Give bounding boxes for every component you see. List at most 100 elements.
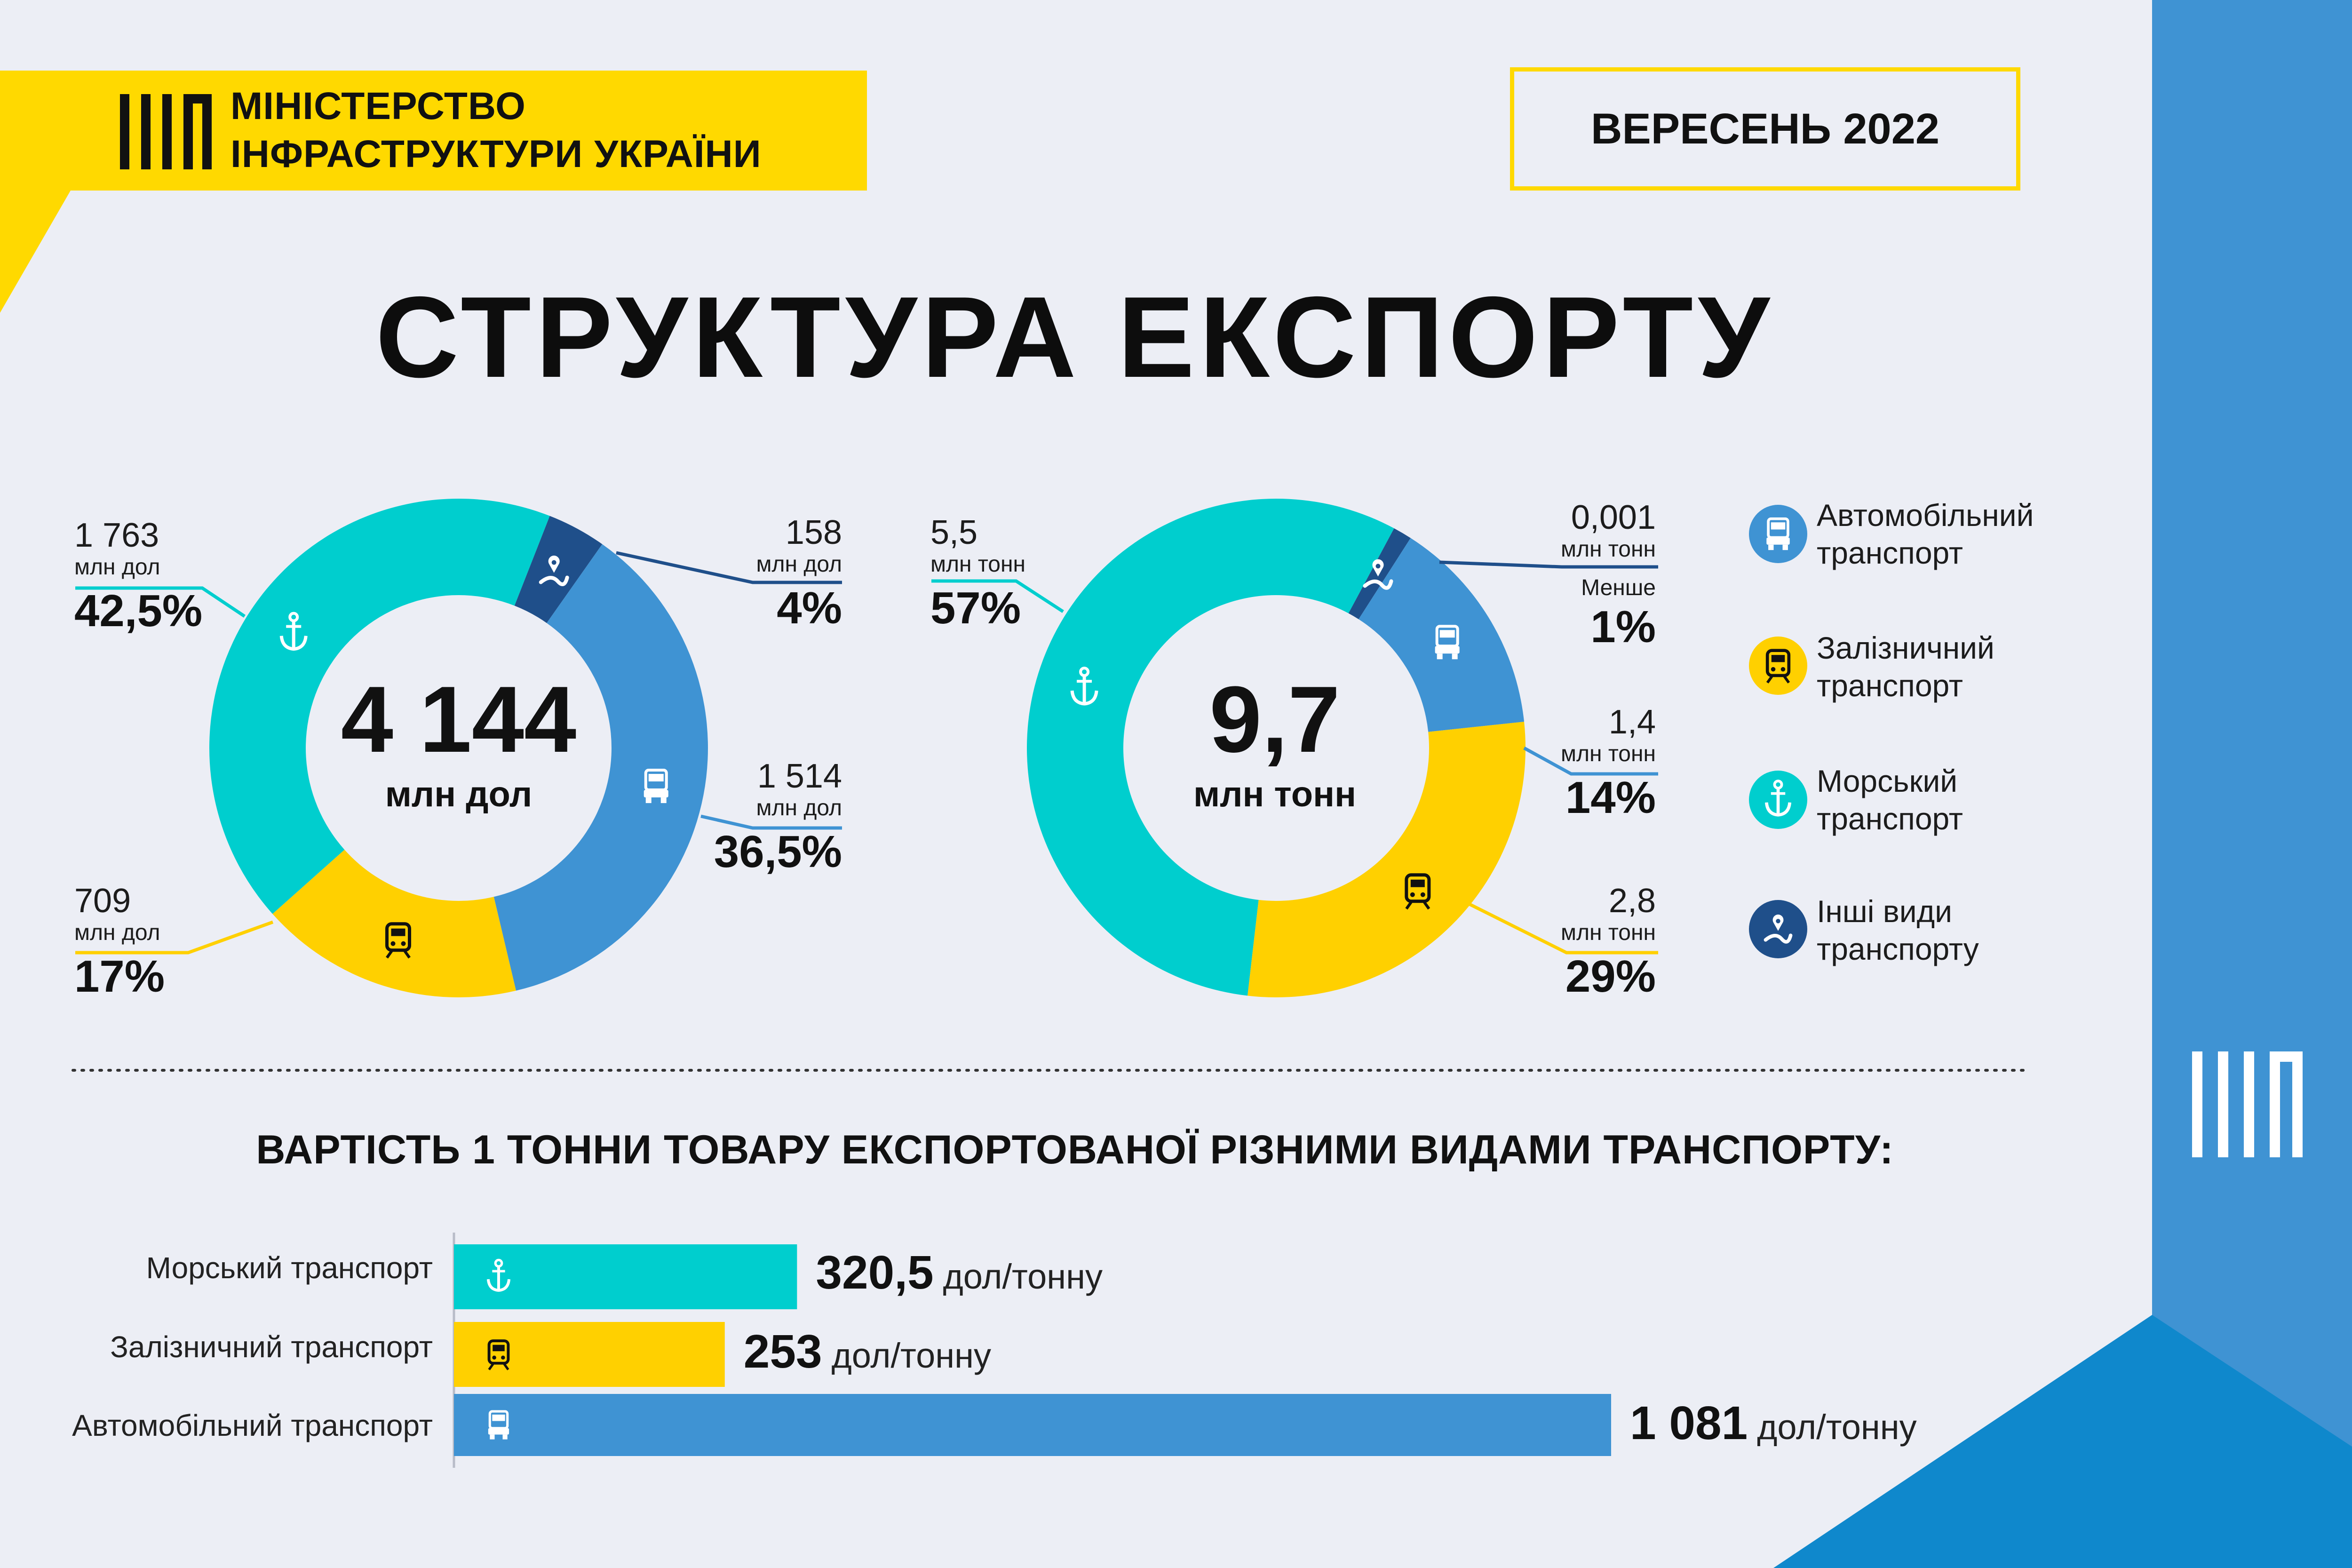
legend-rail-line2: транспорт <box>1817 668 1963 703</box>
legend-other-line1: Інші види <box>1817 894 1953 929</box>
legend-anchor-icon <box>1749 771 1807 829</box>
donut2-route-pin-icon <box>1363 559 1393 590</box>
d2-sea-unit: млн тонн <box>930 552 1026 577</box>
d2-sea-leader <box>931 579 1064 613</box>
legend-truck-icon <box>1749 505 1807 563</box>
d1-rail-leader <box>75 920 274 955</box>
bar-value-sea: 320,5 дол/тонну <box>816 1247 1103 1303</box>
bar-value-auto-number: 1 081 <box>1630 1397 1748 1449</box>
d1-auto-leader <box>700 814 842 830</box>
bar-value-rail-number: 253 <box>743 1325 822 1378</box>
legend-route-pin-icon <box>1749 900 1807 958</box>
d2-label-auto: 1,4 млн тонн 14% <box>1468 703 1656 824</box>
d1-rail-unit: млн дол <box>74 920 160 945</box>
bar-train-icon <box>487 1339 510 1370</box>
d1-auto-value: 1 514 <box>757 757 842 795</box>
d1-label-auto: 1 514 млн дол 36,5% <box>654 757 842 878</box>
legend-train-icon <box>1749 637 1807 695</box>
bar-truck-icon <box>488 1410 509 1440</box>
donut1-total: 4 144 <box>341 667 577 772</box>
bar-auto <box>454 1394 1611 1456</box>
d1-rail-pct: 17% <box>74 951 165 1002</box>
bar-value-auto: 1 081 дол/тонну <box>1630 1397 1917 1453</box>
d2-rail-pct: 29% <box>1565 951 1656 1002</box>
legend-item-rail: Залізничний транспорт <box>1817 629 1994 704</box>
bar-value-rail: 253 дол/тонну <box>744 1326 991 1382</box>
donut2-slice-other <box>1348 528 1411 620</box>
legend-sea-line1: Морський <box>1817 764 1958 798</box>
bar-category-sea: Морський транспорт <box>146 1251 433 1285</box>
date-badge: ВЕРЕСЕНЬ 2022 <box>1510 67 2020 191</box>
d1-other-leader <box>616 551 842 584</box>
legend-item-auto: Автомобільний транспорт <box>1817 496 2034 572</box>
d2-auto-value: 1,4 <box>1608 703 1656 741</box>
leader-lines <box>75 551 1658 955</box>
d1-label-sea: 1 763 млн дол 42,5% <box>74 517 202 637</box>
bar-sea <box>454 1244 797 1309</box>
bar-value-rail-unit: дол/тонну <box>831 1336 991 1375</box>
bar-rail <box>454 1322 725 1387</box>
d2-rail-value: 2,8 <box>1608 882 1656 920</box>
ministry-name-line2: інфраструктури України <box>230 133 762 175</box>
d1-auto-pct: 36,5% <box>714 827 842 877</box>
legend-auto-line1: Автомобільний <box>1817 498 2034 533</box>
donut1-route-pin-icon <box>539 555 569 586</box>
donut1-anchor-icon <box>279 612 308 651</box>
d2-other-note: Менше <box>1581 575 1656 600</box>
d1-sea-pct: 42,5% <box>74 586 203 636</box>
d1-label-rail: 709 млн дол 17% <box>74 882 165 1003</box>
donut2-unit: млн тонн <box>1193 774 1356 814</box>
ministry-name: Міністерство інфраструктури України <box>230 82 762 178</box>
d1-rail-value: 709 <box>74 882 131 920</box>
d1-auto-unit: млн дол <box>756 796 842 820</box>
d2-label-other: 0,001 млн тонн Менше 1% <box>1468 499 1656 653</box>
header-yellow-band <box>0 71 867 313</box>
legend-auto-line2: транспорт <box>1817 535 1963 570</box>
legend-item-sea: Морський транспорт <box>1817 762 1963 837</box>
bar-anchor-icon <box>486 1258 511 1292</box>
donut2-total: 9,7 <box>1209 667 1341 772</box>
donut2-slice-rail <box>1248 722 1526 997</box>
d2-auto-leader <box>1523 746 1658 776</box>
d2-other-unit: млн тонн <box>1560 537 1656 562</box>
d2-rail-unit: млн тонн <box>1560 920 1656 945</box>
d2-sea-value: 5,5 <box>930 514 978 551</box>
ministry-name-line1: Міністерство <box>230 85 526 127</box>
page-title: СТРУКТУРА ЕКСПОРТУ <box>375 272 1774 401</box>
donut1-train-icon <box>385 922 412 959</box>
cost-section-title: ВАРТІСТЬ 1 ТОННИ ТОВАРУ ЕКСПОРТОВАНОЇ РІ… <box>256 1127 1894 1172</box>
d2-rail-leader <box>1467 901 1658 955</box>
right-blue-strip <box>2152 0 2352 1568</box>
bar-value-sea-number: 320,5 <box>816 1246 934 1299</box>
bottom-right-blue-triangle <box>1773 1315 2352 1568</box>
bar-value-sea-unit: дол/тонну <box>943 1257 1103 1296</box>
legend-rail-line1: Залізничний <box>1817 630 1994 665</box>
donut1-truck-icon <box>644 769 668 804</box>
donut-chart-value <box>209 498 708 997</box>
d1-label-other: 158 млн дол 4% <box>654 514 842 634</box>
d2-sea-pct: 57% <box>930 583 1021 633</box>
d2-other-leader <box>1439 560 1658 569</box>
d1-other-value: 158 <box>785 514 842 551</box>
bar-category-rail: Залізничний транспорт <box>110 1330 433 1364</box>
bar-chart-cost <box>453 1233 1611 1468</box>
d2-auto-pct: 14% <box>1565 772 1656 823</box>
bar-category-auto: Автомобільний транспорт <box>72 1409 433 1442</box>
d1-sea-leader <box>75 586 246 618</box>
d2-label-rail: 2,8 млн тонн 29% <box>1468 882 1656 1003</box>
donut2-truck-icon <box>1435 625 1460 660</box>
d1-sea-unit: млн дол <box>74 555 160 580</box>
d2-other-value: 0,001 <box>1571 499 1656 536</box>
d2-label-sea: 5,5 млн тонн 57% <box>930 514 1025 634</box>
donut1-slice-other <box>514 516 603 623</box>
d2-other-pct: 1% <box>1590 602 1656 652</box>
d1-sea-value: 1 763 <box>74 517 159 554</box>
legend-item-other: Інші види транспорту <box>1817 892 1979 968</box>
ministry-logo-mark <box>120 94 212 169</box>
donut1-unit: млн дол <box>385 774 532 814</box>
bar-value-auto-unit: дол/тонну <box>1757 1408 1917 1447</box>
ministry-logo-mark-white <box>2192 1051 2303 1157</box>
